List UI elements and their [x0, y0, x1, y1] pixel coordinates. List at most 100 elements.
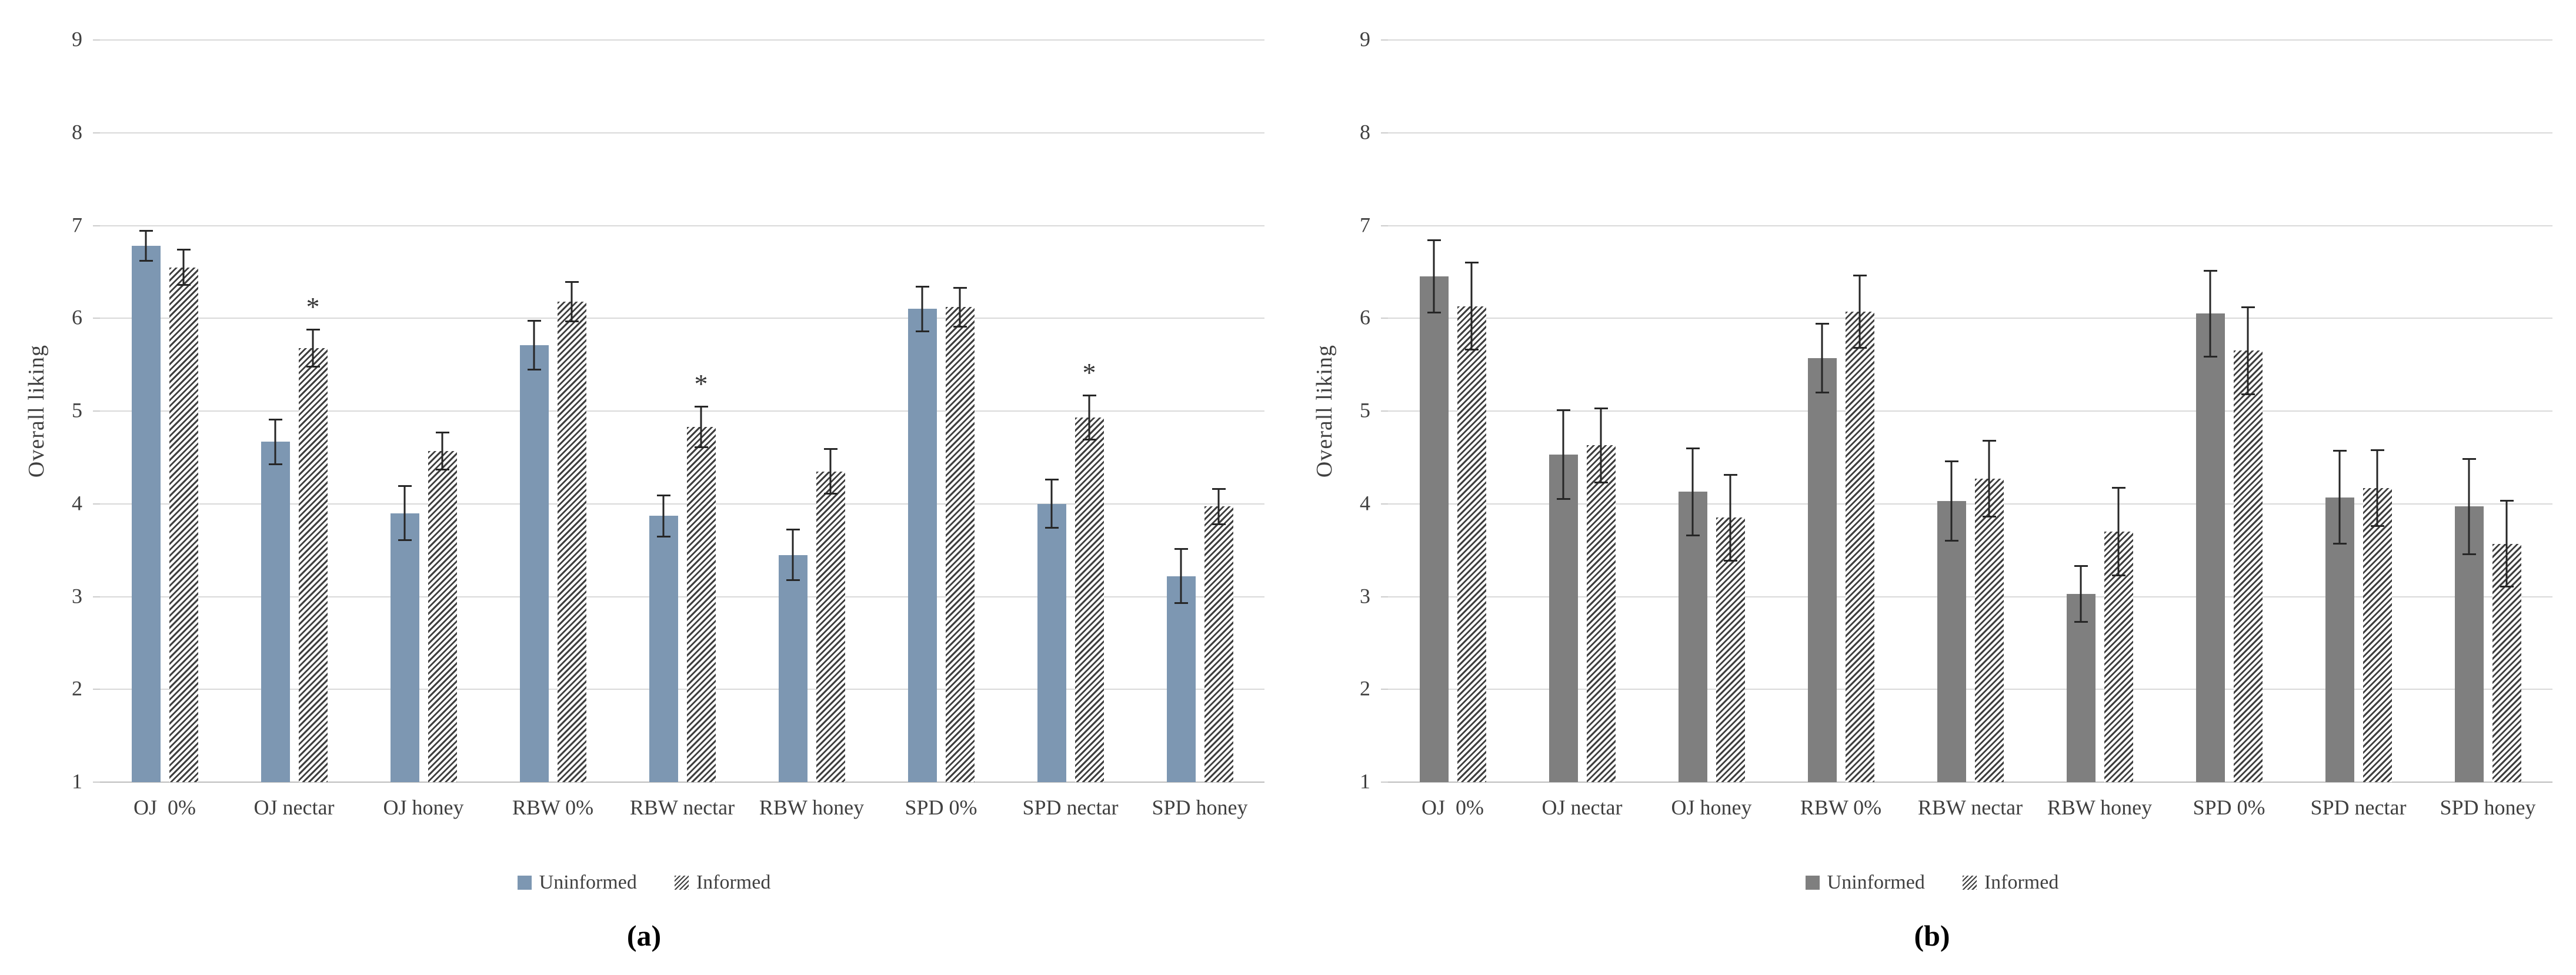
error-bar	[2370, 449, 2384, 527]
y-axis-tick	[1381, 410, 1388, 412]
bar-uninformed	[1937, 501, 1966, 782]
x-category-label: RBW nectar	[1917, 796, 2023, 819]
x-category-label: OJ nectar	[253, 796, 335, 819]
error-bar	[823, 448, 837, 495]
error-bar-cap	[2462, 553, 2476, 555]
error-bar-cap	[565, 320, 579, 322]
error-bar	[139, 230, 153, 262]
error-bar-cap	[1815, 323, 1829, 325]
y-tick-label: 7	[72, 212, 82, 236]
bar-informed	[428, 450, 457, 782]
y-axis-tick	[93, 410, 100, 412]
bar-informed	[686, 426, 716, 782]
error-bar-cap	[306, 365, 320, 368]
error-bar-cap	[1212, 488, 1226, 490]
error-bar-cap	[1464, 349, 1479, 351]
legend-label-uninformed: Uninformed	[539, 872, 637, 893]
y-tick-label: 5	[1360, 398, 1370, 422]
y-axis-title: Overall liking	[24, 344, 49, 478]
bar-uninformed	[907, 309, 937, 782]
uninformed-swatch-icon	[1805, 876, 1820, 890]
error-bar-cap	[268, 463, 282, 465]
error-bar	[2241, 306, 2255, 396]
x-category-label: OJ 0%	[1422, 796, 1484, 819]
error-bar-cap	[2500, 500, 2514, 502]
bar-uninformed	[2195, 313, 2225, 782]
error-bar-cap	[823, 492, 837, 495]
error-bar	[1594, 407, 1608, 484]
bar-uninformed	[1037, 503, 1066, 782]
y-axis-tick	[1381, 503, 1388, 505]
error-bar-cap	[268, 418, 282, 420]
legend-item-informed: Informed	[1962, 872, 2058, 894]
error-bar-cap	[435, 468, 449, 470]
error-bar-cap	[1686, 447, 1700, 449]
error-bar	[1045, 479, 1059, 529]
y-axis-tick	[93, 596, 100, 597]
error-bar-cap	[1045, 479, 1059, 481]
error-bar-cap	[176, 284, 191, 286]
error-bar	[2333, 450, 2347, 545]
error-bar	[2203, 270, 2217, 358]
y-tick-label: 8	[1360, 120, 1370, 144]
error-bar	[398, 485, 412, 541]
error-bar	[786, 529, 800, 581]
error-bar-cap	[2500, 585, 2514, 587]
y-tick-label: 1	[72, 769, 82, 793]
legend-label-informed: Informed	[696, 872, 771, 893]
gridline	[1388, 410, 2552, 412]
x-category-label: SPD nectar	[1022, 796, 1119, 819]
error-bar	[435, 431, 449, 470]
gridline	[1388, 318, 2552, 319]
error-bar-cap	[694, 405, 708, 408]
gridline	[100, 39, 1264, 41]
bar-uninformed	[1419, 276, 1449, 782]
error-bar-cap	[953, 326, 967, 328]
gridline	[100, 689, 1264, 690]
bar-uninformed	[649, 516, 678, 782]
error-bar-cap	[1686, 534, 1700, 536]
bar-informed	[1974, 479, 2004, 782]
error-bar-cap	[1464, 262, 1479, 264]
y-tick-label: 8	[72, 120, 82, 144]
gridline	[100, 596, 1264, 597]
gridline	[100, 503, 1264, 505]
error-bar	[1982, 439, 1996, 518]
bar-informed	[945, 307, 975, 782]
legend-label-uninformed: Uninformed	[1827, 872, 1925, 893]
bar-informed	[298, 348, 328, 782]
gridline	[1388, 503, 2552, 505]
error-bar-cap	[2370, 449, 2384, 451]
bar-informed	[557, 301, 586, 782]
bar-uninformed	[519, 345, 549, 782]
error-bar-cap	[1723, 559, 1737, 562]
error-bar-cap	[1944, 540, 1958, 542]
y-tick-label: 9	[72, 27, 82, 51]
error-bar-cap	[1944, 460, 1958, 462]
error-bar-cap	[139, 260, 153, 262]
error-bar	[1723, 474, 1737, 562]
error-bar-cap	[953, 286, 967, 289]
error-bar-cap	[306, 328, 320, 330]
error-bar	[2462, 458, 2476, 555]
gridline	[1388, 39, 2552, 41]
error-bar-cap	[786, 529, 800, 531]
x-category-label: OJ nectar	[1541, 796, 1623, 819]
bar-uninformed	[1807, 358, 1837, 782]
y-axis-title: Overall liking	[1312, 344, 1337, 478]
error-bar-cap	[2370, 525, 2384, 527]
x-category-label: OJ 0%	[134, 796, 196, 819]
error-bar-cap	[915, 286, 929, 288]
bar-informed	[1845, 312, 1874, 782]
bar-informed	[1204, 506, 1233, 782]
y-axis-tick	[1381, 225, 1388, 226]
gridline	[1388, 689, 2552, 690]
bar-uninformed	[1678, 492, 1707, 782]
error-bar	[268, 418, 282, 465]
y-axis-tick	[93, 782, 100, 783]
y-axis-tick	[93, 689, 100, 690]
significance-star: *	[306, 291, 320, 322]
x-category-label: SPD 0%	[905, 796, 977, 819]
y-tick-label: 6	[72, 305, 82, 329]
y-axis-tick	[1381, 782, 1388, 783]
